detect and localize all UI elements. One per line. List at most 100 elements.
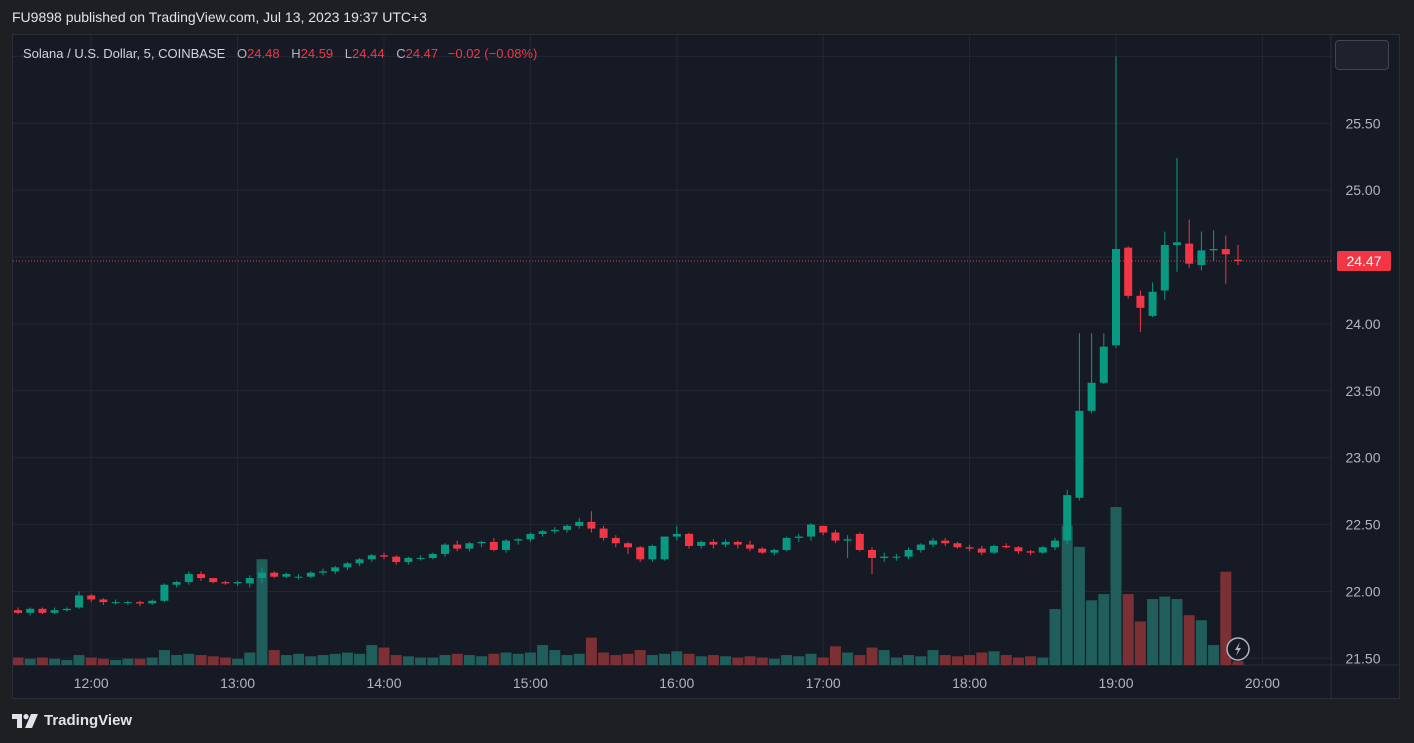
- candle-body: [221, 582, 230, 584]
- volume-bar: [951, 656, 963, 665]
- candle-body: [807, 524, 815, 537]
- candle-body: [282, 574, 291, 577]
- candle-body: [404, 557, 413, 563]
- volume-bar: [317, 655, 329, 665]
- volume-bar: [171, 655, 183, 665]
- volume-bar: [1147, 599, 1159, 665]
- volume-bar: [232, 658, 244, 665]
- candle-body: [197, 574, 205, 579]
- volume-bar: [817, 657, 829, 665]
- volume-bar: [561, 655, 573, 665]
- volume-bar: [732, 657, 744, 665]
- legend-close-value: 24.47: [405, 46, 439, 61]
- candle-body: [87, 595, 96, 600]
- candle-body: [587, 521, 596, 529]
- candle-body: [502, 540, 510, 550]
- candle-body: [1112, 248, 1120, 346]
- tradingview-logo[interactable]: TradingView: [12, 712, 132, 729]
- volume-bar: [573, 653, 585, 665]
- candlestick-chart[interactable]: 26.0025.5025.0024.5024.0023.5023.0022.50…: [13, 35, 1400, 699]
- symbol-title[interactable]: Solana / U.S. Dollar, 5, COINBASE: [23, 46, 226, 61]
- candle-body: [184, 574, 193, 583]
- volume-bar: [1159, 596, 1171, 665]
- published-header: FU9898 published on TradingView.com, Jul…: [12, 9, 427, 25]
- candle-body: [1002, 545, 1011, 548]
- y-tick-label: 22.50: [1345, 517, 1380, 533]
- candle-body: [75, 595, 83, 608]
- candle-body: [965, 547, 974, 549]
- candle-body: [392, 556, 401, 563]
- candle-body: [1234, 259, 1242, 262]
- volume-bar: [500, 652, 512, 665]
- volume-bar: [427, 657, 439, 665]
- volume-bar: [524, 652, 536, 665]
- candle-body: [26, 608, 35, 613]
- candle-body: [270, 572, 279, 577]
- candle-body: [538, 531, 547, 534]
- volume-bar: [280, 655, 292, 665]
- candle-body: [709, 541, 718, 545]
- volume-bar: [219, 657, 231, 665]
- candle-body: [453, 544, 462, 549]
- volume-bar: [842, 652, 854, 665]
- chart-menu-button[interactable]: [1335, 40, 1389, 70]
- volume-bar: [890, 657, 902, 665]
- candle-body: [550, 529, 559, 532]
- x-tick-label: 20:00: [1245, 675, 1280, 691]
- candle-body: [209, 578, 218, 583]
- volume-bar: [866, 647, 878, 665]
- volume-bar: [329, 653, 341, 665]
- candle-body: [477, 541, 486, 544]
- candle-body: [416, 557, 425, 559]
- candle-body: [916, 544, 925, 550]
- volume-bar: [85, 657, 97, 665]
- volume-bar: [781, 655, 793, 665]
- candle-body: [258, 572, 266, 579]
- candle-body: [599, 528, 608, 538]
- volume-bar: [476, 656, 488, 665]
- volume-bar: [305, 656, 317, 665]
- volume-bar: [256, 559, 268, 665]
- candle-body: [721, 541, 730, 545]
- y-tick-label: 25.50: [1345, 115, 1380, 131]
- x-tick-label: 14:00: [366, 675, 401, 691]
- legend-open-label: O: [236, 46, 248, 61]
- volume-bar: [134, 658, 146, 665]
- candle-body: [941, 540, 950, 544]
- volume-bar: [756, 657, 768, 665]
- volume-bar: [976, 652, 988, 665]
- candle-body: [648, 545, 657, 560]
- candle-body: [831, 532, 840, 541]
- candle-body: [685, 533, 693, 546]
- chart-panel[interactable]: 26.0025.5025.0024.5024.0023.5023.0022.50…: [12, 34, 1400, 699]
- candle-body: [1173, 242, 1181, 245]
- volume-bar: [927, 650, 939, 665]
- x-tick-label: 12:00: [74, 675, 109, 691]
- y-tick-label: 22.00: [1345, 583, 1380, 599]
- volume-bar: [1220, 571, 1232, 665]
- candle-body: [660, 536, 669, 560]
- x-tick-label: 16:00: [659, 675, 694, 691]
- y-tick-label: 23.00: [1345, 450, 1380, 466]
- volume-bar: [1195, 620, 1207, 665]
- volume-bar: [378, 647, 390, 665]
- candle-body: [770, 549, 779, 553]
- candle-body: [1221, 248, 1230, 255]
- last-price-tag: [1337, 251, 1391, 272]
- volume-bar: [512, 653, 524, 665]
- candle-body: [990, 545, 998, 553]
- tradingview-brand: TradingView: [44, 712, 133, 729]
- candle-body: [172, 582, 181, 585]
- volume-bar: [1110, 507, 1122, 665]
- volume-bar: [122, 658, 134, 665]
- volume-bar: [341, 652, 353, 665]
- volume-bar: [610, 655, 622, 665]
- y-tick-label: 23.50: [1345, 383, 1380, 399]
- volume-bar: [1073, 546, 1085, 665]
- candle-body: [1209, 248, 1218, 251]
- volume-bar: [634, 650, 646, 665]
- candle-body: [306, 572, 315, 577]
- x-tick-label: 18:00: [952, 675, 987, 691]
- candle-body: [465, 543, 474, 549]
- candle-body: [1185, 243, 1194, 264]
